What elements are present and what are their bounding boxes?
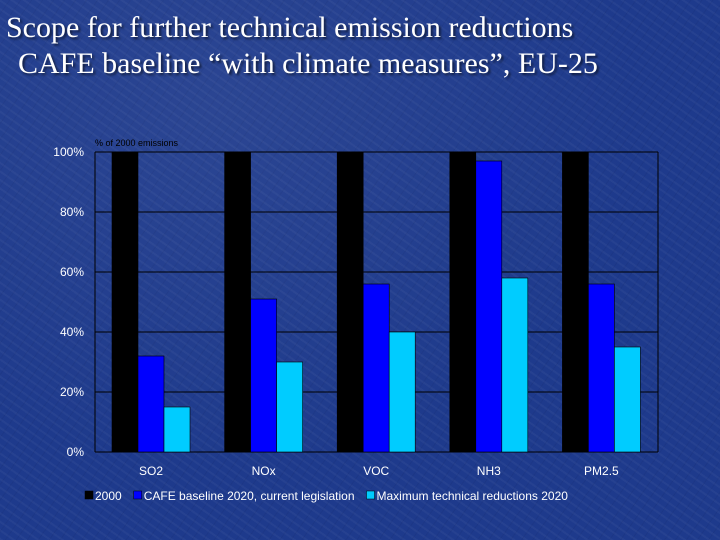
y-tick-label: 100% [53, 145, 84, 159]
bar-voc-series-2 [362, 283, 390, 453]
x-category-label: VOC [363, 464, 389, 478]
bar-pm25-series-3 [614, 346, 641, 453]
legend-swatch-series-1 [84, 490, 94, 500]
title-line-1: Scope for further technical emission red… [6, 11, 574, 44]
x-category-label: NOx [252, 464, 276, 478]
title-line-2: CAFE baseline “with climate measures”, E… [18, 47, 598, 80]
bar-so2-series-3 [163, 406, 191, 453]
y-axis-unit-note: % of 2000 emissions [95, 138, 179, 148]
bar-voc-series-1 [336, 151, 364, 453]
legend-label-series-1: 2000 [95, 489, 122, 503]
x-category-label: SO2 [139, 464, 163, 478]
legend-label-series-2: CAFE baseline 2020, current legislation [144, 489, 355, 503]
x-category-label: NH3 [477, 464, 501, 478]
y-tick-label: 20% [60, 385, 84, 399]
y-tick-label: 40% [60, 325, 84, 339]
slide-title: Scope for further technical emission red… [6, 10, 598, 82]
bar-pm25-series-1 [562, 151, 589, 453]
bar-nh3-series-3 [501, 277, 529, 453]
bar-nox-series-2 [250, 298, 277, 453]
bar-so2-series-2 [137, 355, 165, 453]
bar-so2-series-1 [111, 151, 139, 453]
legend-label-series-3: Maximum technical reductions 2020 [377, 489, 569, 503]
y-tick-label: 0% [67, 445, 85, 459]
x-category-label: PM2.5 [584, 464, 619, 478]
x-axis-category-labels: SO2 NOx VOC NH3 PM2.5 [139, 464, 619, 478]
bar-nh3-series-1 [449, 151, 477, 453]
bar-voc-series-3 [388, 331, 416, 453]
y-tick-label: 60% [60, 265, 84, 279]
bar-nox-series-1 [224, 151, 251, 453]
y-axis-tick-labels: 0% 20% 40% 60% 80% 100% [53, 145, 84, 459]
bar-nh3-series-2 [475, 160, 503, 453]
bar-nox-series-3 [276, 361, 303, 453]
bar-pm25-series-2 [588, 283, 615, 453]
chart-bars [111, 151, 641, 453]
legend-swatch-series-3 [366, 490, 375, 500]
legend-swatch-series-2 [133, 490, 142, 500]
y-tick-label: 80% [60, 205, 84, 219]
chart-legend: 2000 CAFE baseline 2020, current legislat… [84, 489, 569, 503]
